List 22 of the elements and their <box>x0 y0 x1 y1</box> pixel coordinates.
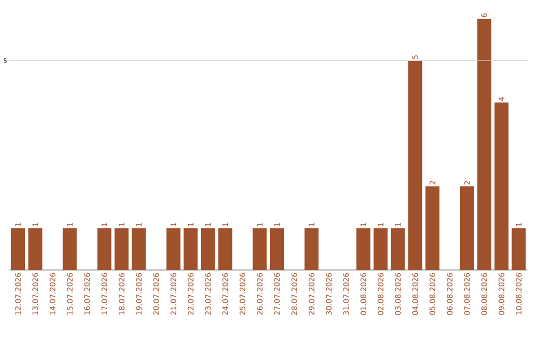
bar <box>512 228 526 270</box>
bar <box>97 228 112 270</box>
bar <box>477 18 492 270</box>
bar <box>270 228 284 270</box>
bar <box>374 228 388 270</box>
bar <box>62 228 77 270</box>
bar <box>218 228 232 270</box>
bar <box>390 228 405 270</box>
bar <box>304 228 319 270</box>
bar <box>114 228 129 270</box>
bar <box>132 228 146 270</box>
bar <box>460 186 474 270</box>
bar <box>200 228 215 270</box>
bar <box>28 228 42 270</box>
bar <box>425 186 440 270</box>
bar <box>11 228 26 270</box>
bar <box>166 228 180 270</box>
bar <box>252 228 267 270</box>
bar <box>356 228 370 270</box>
bar <box>184 228 198 270</box>
bar <box>494 102 508 270</box>
bar <box>408 60 422 270</box>
